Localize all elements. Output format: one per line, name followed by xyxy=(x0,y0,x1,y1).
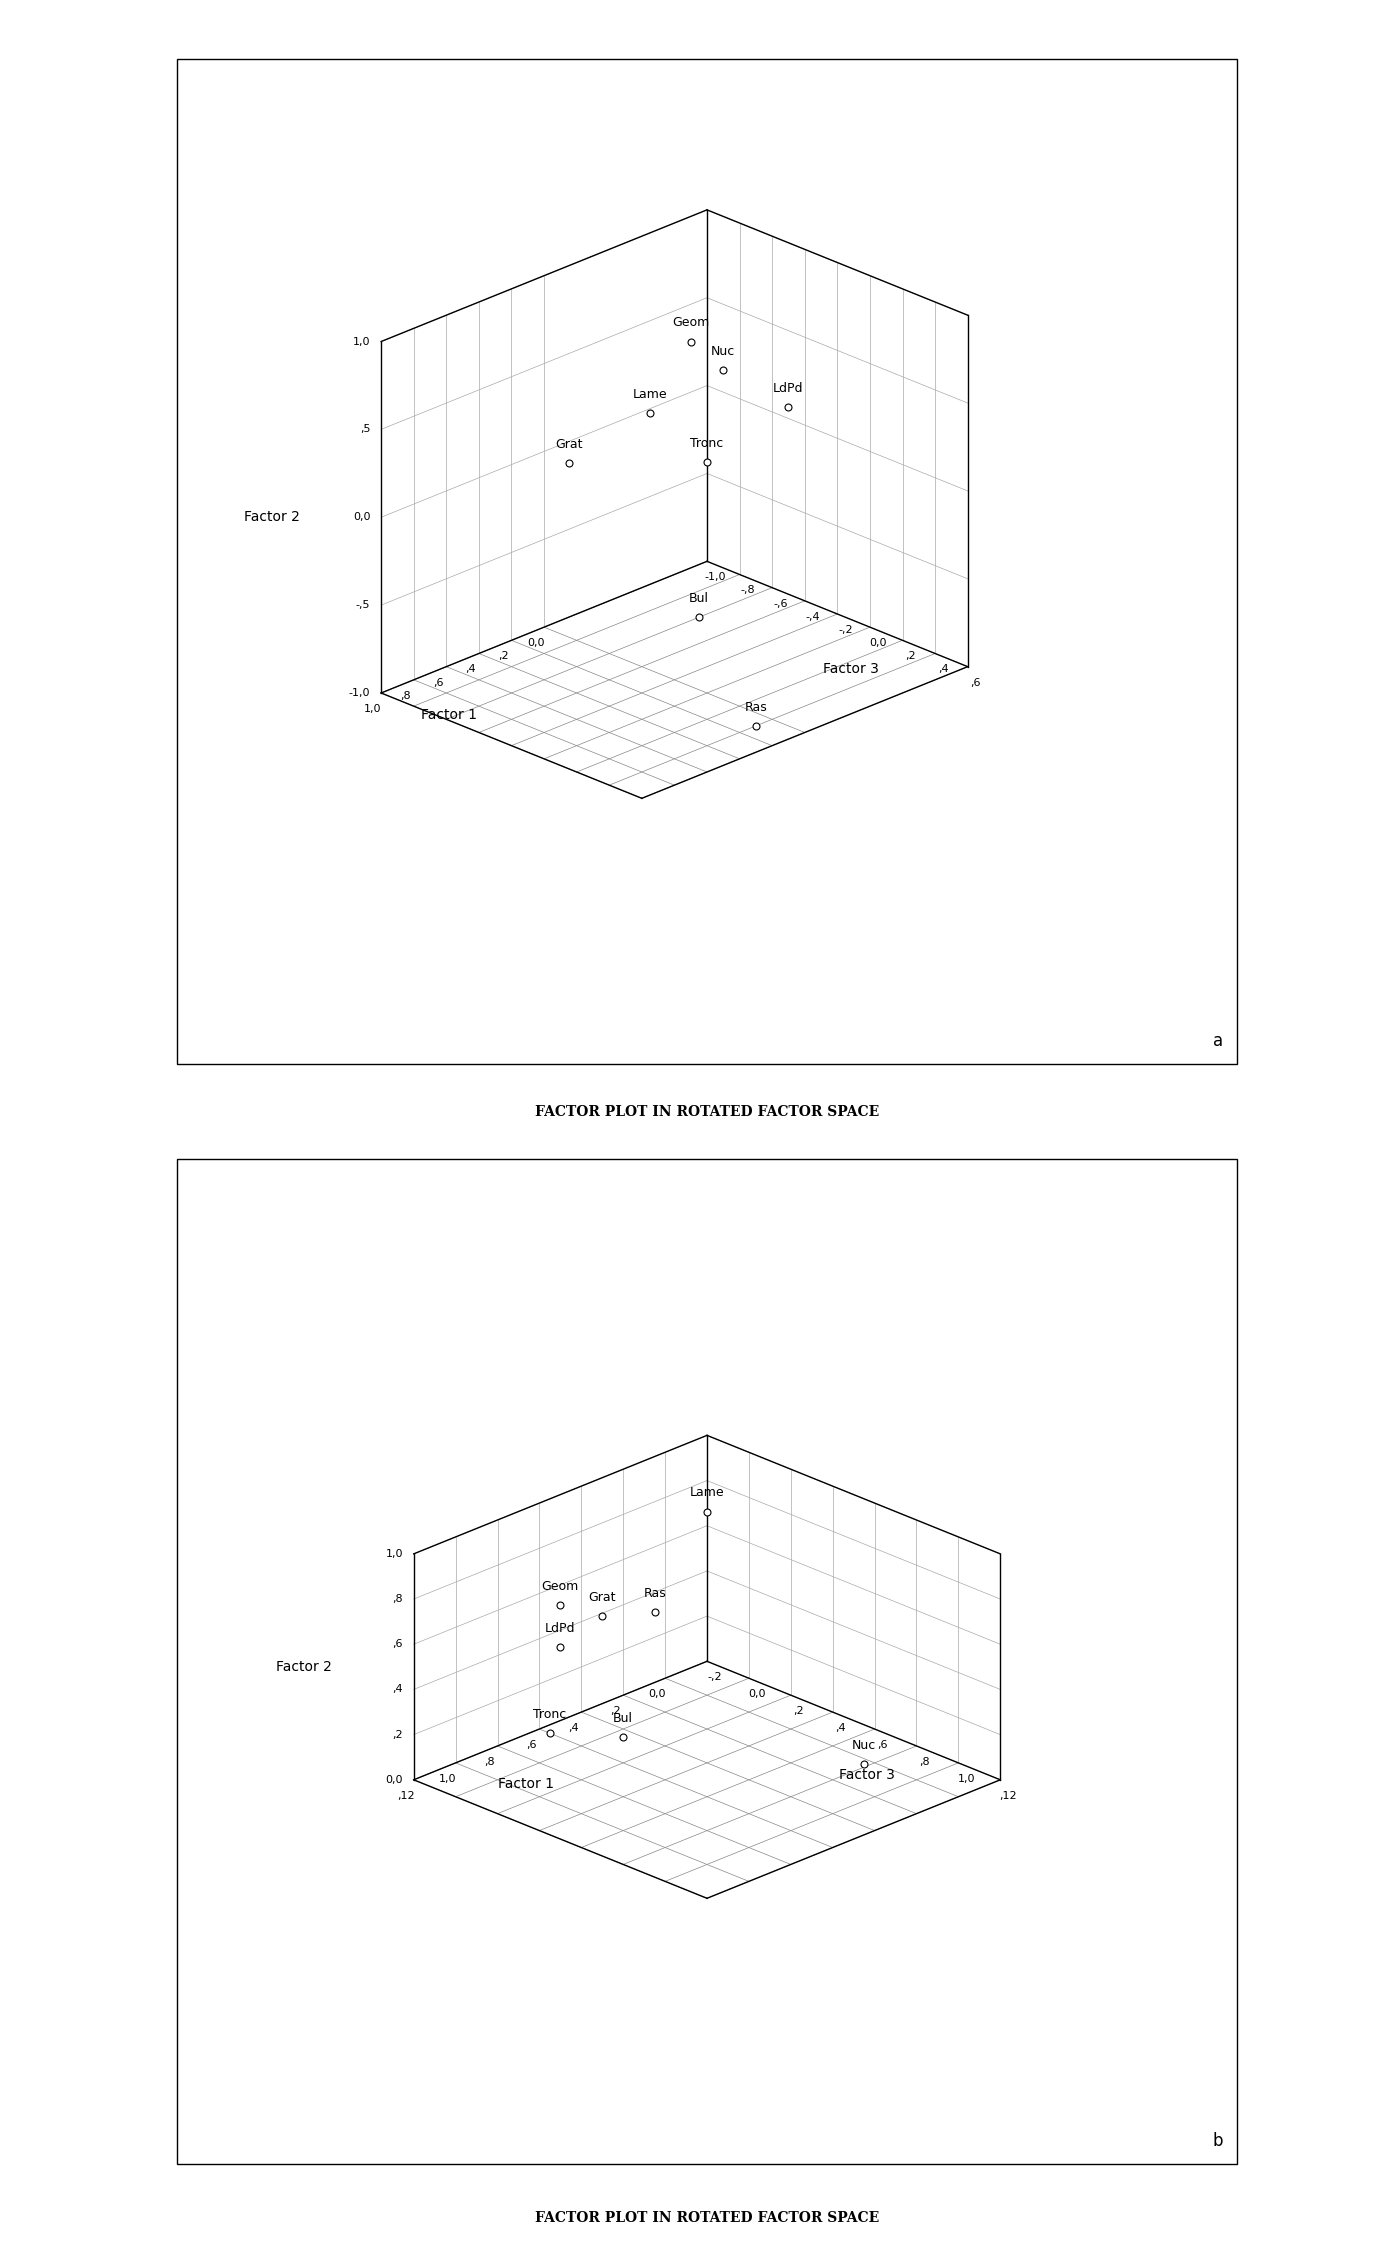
Text: Factor 3: Factor 3 xyxy=(839,1769,895,1783)
Text: Factor 1: Factor 1 xyxy=(498,1776,554,1789)
Text: -,4: -,4 xyxy=(805,612,820,621)
Text: Ras: Ras xyxy=(643,1588,666,1599)
Text: ,8: ,8 xyxy=(484,1758,494,1767)
Text: FACTOR PLOT IN ROTATED FACTOR SPACE: FACTOR PLOT IN ROTATED FACTOR SPACE xyxy=(535,1105,879,1120)
Text: ,2: ,2 xyxy=(610,1706,620,1717)
Text: ,6: ,6 xyxy=(433,678,444,687)
Text: FACTOR PLOT IN ROTATED FACTOR SPACE: FACTOR PLOT IN ROTATED FACTOR SPACE xyxy=(535,2211,879,2225)
Text: ,6: ,6 xyxy=(392,1640,403,1649)
Text: ,12: ,12 xyxy=(1000,1792,1018,1801)
Text: Nuc: Nuc xyxy=(711,345,735,358)
Text: Factor 3: Factor 3 xyxy=(823,662,879,676)
Text: -,8: -,8 xyxy=(741,585,755,596)
Text: Grat: Grat xyxy=(554,438,582,451)
Text: Lame: Lame xyxy=(633,388,668,401)
Text: ,4: ,4 xyxy=(568,1724,578,1733)
Text: 0,0: 0,0 xyxy=(748,1690,766,1699)
Text: Bul: Bul xyxy=(689,592,708,606)
Text: ,2: ,2 xyxy=(906,651,916,662)
Text: 0,0: 0,0 xyxy=(353,513,370,522)
Text: ,5: ,5 xyxy=(360,424,370,435)
Text: ,4: ,4 xyxy=(938,665,949,674)
Text: 1,0: 1,0 xyxy=(958,1774,976,1783)
Text: Factor 2: Factor 2 xyxy=(276,1660,332,1674)
Text: Tronc: Tronc xyxy=(690,438,724,449)
Text: Nuc: Nuc xyxy=(853,1740,876,1753)
Text: Geom: Geom xyxy=(542,1579,580,1592)
Text: ,4: ,4 xyxy=(836,1724,846,1733)
Text: Factor 2: Factor 2 xyxy=(244,510,300,524)
Text: ,6: ,6 xyxy=(526,1740,536,1751)
Text: ,4: ,4 xyxy=(465,665,476,674)
Text: Ras: Ras xyxy=(745,701,767,714)
Text: 1,0: 1,0 xyxy=(364,703,382,714)
Text: 0,0: 0,0 xyxy=(385,1776,403,1785)
Text: ,8: ,8 xyxy=(920,1758,930,1767)
Text: b: b xyxy=(1212,2132,1224,2150)
Text: LdPd: LdPd xyxy=(773,383,804,395)
Text: -,6: -,6 xyxy=(773,599,788,608)
Text: 1,0: 1,0 xyxy=(438,1774,456,1783)
Text: 0,0: 0,0 xyxy=(648,1690,666,1699)
Text: LdPd: LdPd xyxy=(545,1622,575,1635)
Text: -,2: -,2 xyxy=(708,1672,722,1683)
Text: Tronc: Tronc xyxy=(533,1708,567,1721)
Text: ,2: ,2 xyxy=(498,651,508,662)
Text: a: a xyxy=(1212,1032,1224,1050)
Text: Lame: Lame xyxy=(690,1486,724,1499)
Text: ,12: ,12 xyxy=(396,1792,414,1801)
Text: 1,0: 1,0 xyxy=(353,336,370,347)
Text: -1,0: -1,0 xyxy=(349,687,370,699)
Text: ,4: ,4 xyxy=(392,1685,403,1694)
Text: ,2: ,2 xyxy=(392,1730,403,1740)
Text: ,8: ,8 xyxy=(392,1594,403,1603)
Text: 1,0: 1,0 xyxy=(385,1549,403,1558)
Text: ,6: ,6 xyxy=(878,1740,888,1751)
Text: ,2: ,2 xyxy=(794,1706,804,1717)
Text: ,8: ,8 xyxy=(400,692,410,701)
Text: -,2: -,2 xyxy=(839,626,853,635)
Text: 0,0: 0,0 xyxy=(528,637,545,649)
Text: 0,0: 0,0 xyxy=(869,637,886,649)
Text: Factor 1: Factor 1 xyxy=(421,708,477,721)
Text: Geom: Geom xyxy=(672,315,710,329)
Text: -,5: -,5 xyxy=(356,601,370,610)
Text: Grat: Grat xyxy=(588,1590,616,1603)
Text: ,6: ,6 xyxy=(970,678,981,687)
Text: -1,0: -1,0 xyxy=(704,572,725,583)
Text: Bul: Bul xyxy=(613,1712,633,1726)
